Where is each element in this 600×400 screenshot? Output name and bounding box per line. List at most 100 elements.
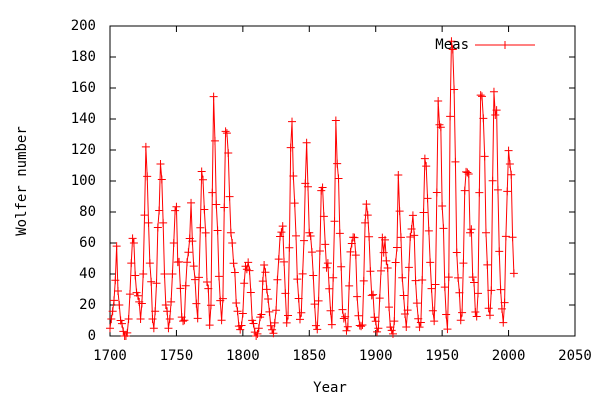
data-point: [206, 301, 215, 310]
data-point: [249, 319, 258, 328]
data-point: [507, 170, 516, 179]
data-point: [454, 273, 463, 282]
data-point: [362, 200, 371, 209]
data-point: [346, 247, 355, 256]
data-point: [258, 277, 267, 286]
data-point: [406, 232, 415, 241]
data-point: [385, 303, 393, 312]
data-point: [302, 138, 311, 147]
data-point: [422, 162, 431, 171]
data-point: [481, 228, 490, 237]
data-point: [394, 170, 403, 179]
data-point: [180, 316, 189, 325]
data-point: [252, 332, 261, 340]
data-point: [496, 285, 505, 294]
y-tick-label: 100: [71, 173, 96, 189]
data-point: [329, 273, 338, 282]
data-point: [212, 200, 221, 209]
data-point: [480, 152, 489, 161]
data-point: [347, 239, 356, 248]
data-point: [373, 327, 382, 336]
data-point: [270, 318, 279, 327]
data-point: [489, 87, 498, 96]
data-point: [208, 188, 217, 197]
data-point: [305, 228, 314, 237]
data-point: [183, 258, 192, 267]
data-point: [442, 310, 451, 319]
data-point: [326, 306, 335, 315]
data-point: [361, 218, 370, 227]
data-point: [412, 299, 421, 308]
data-point: [371, 317, 380, 326]
data-point: [333, 159, 342, 168]
data-point: [321, 240, 330, 249]
data-point: [366, 267, 375, 276]
data-point: [337, 262, 346, 271]
data-point: [293, 275, 302, 284]
y-tick-label: 40: [79, 266, 96, 282]
data-point: [123, 328, 132, 337]
data-point: [419, 208, 428, 217]
data-point: [306, 232, 315, 241]
data-point: [277, 228, 286, 237]
data-point: [292, 231, 300, 240]
data-point: [472, 312, 481, 321]
data-point: [354, 311, 363, 320]
data-point: [188, 237, 197, 246]
data-point: [342, 326, 351, 335]
data-point: [181, 281, 190, 290]
data-point: [184, 248, 193, 257]
data-point: [470, 278, 479, 287]
data-point: [427, 284, 436, 293]
data-point: [165, 314, 174, 323]
data-point: [298, 269, 307, 278]
data-point: [228, 239, 237, 247]
data-point: [145, 259, 154, 268]
data-point: [365, 232, 374, 241]
data-point: [265, 307, 274, 316]
data-point: [204, 284, 213, 293]
y-tick-label: 60: [79, 235, 96, 251]
x-tick-label: 1850: [292, 348, 326, 364]
data-point: [289, 172, 298, 181]
x-tick-label: 2000: [492, 348, 526, 364]
data-point: [379, 248, 388, 257]
data-point: [493, 185, 502, 194]
data-point: [238, 309, 247, 318]
data-point: [109, 296, 118, 305]
data-point: [471, 307, 480, 316]
data-point: [478, 92, 486, 101]
data-point: [160, 270, 169, 278]
legend-label: Meas: [435, 37, 469, 53]
data-point: [367, 291, 376, 300]
data-point: [467, 225, 476, 234]
data-point: [310, 300, 319, 309]
data-point: [107, 314, 116, 323]
x-tick-label: 2050: [558, 348, 592, 364]
data-point: [313, 325, 322, 334]
data-point: [339, 314, 348, 323]
data-point: [284, 311, 293, 320]
data-point: [314, 296, 323, 305]
y-tick-label: 80: [79, 204, 96, 220]
data-point: [315, 247, 324, 256]
data-point: [318, 183, 327, 192]
data-point: [484, 304, 493, 313]
data-point: [459, 259, 468, 268]
data-point: [274, 255, 283, 264]
data-point: [144, 218, 153, 227]
data-point: [395, 207, 404, 216]
data-point: [358, 320, 367, 329]
data-point: [232, 298, 241, 307]
data-point: [439, 224, 448, 233]
data-point: [479, 114, 488, 123]
x-axis-label: Year: [313, 380, 347, 396]
data-point: [500, 298, 509, 307]
data-point: [390, 317, 399, 326]
data-point: [128, 234, 137, 243]
data-point: [505, 159, 514, 168]
data-point: [131, 271, 140, 280]
data-point: [288, 117, 297, 126]
